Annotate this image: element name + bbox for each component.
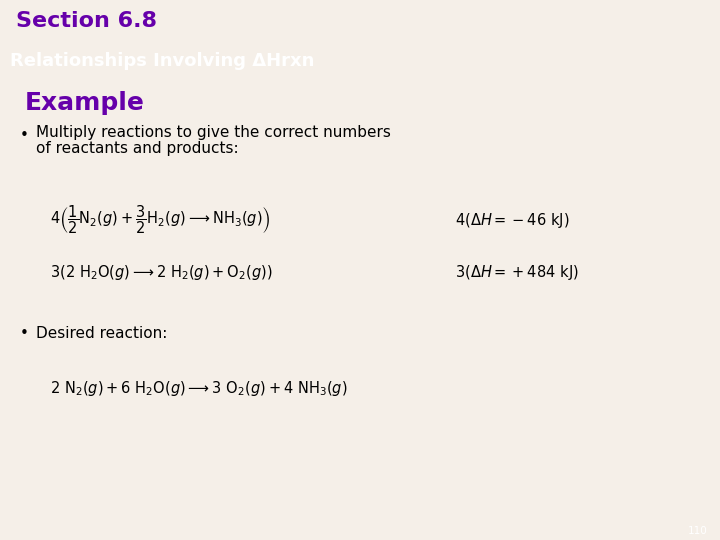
Text: Multiply reactions to give the correct numbers: Multiply reactions to give the correct n…	[36, 125, 391, 140]
Text: •: •	[20, 327, 29, 341]
Text: 110: 110	[688, 526, 708, 536]
Text: $4\left(\Delta H = -46\ \mathrm{kJ}\right)$: $4\left(\Delta H = -46\ \mathrm{kJ}\righ…	[455, 211, 570, 229]
Text: $2\ \mathrm{N_2}(g)+6\ \mathrm{H_2O}(g)\longrightarrow 3\ \mathrm{O_2}(g)+4\ \ma: $2\ \mathrm{N_2}(g)+6\ \mathrm{H_2O}(g)\…	[50, 379, 348, 397]
Text: $3\left(2\ \mathrm{H_2O}(g)\longrightarrow 2\ \mathrm{H_2}(g)+\mathrm{O_2}(g)\ri: $3\left(2\ \mathrm{H_2O}(g)\longrightarr…	[50, 262, 273, 281]
Text: $4\left(\dfrac{1}{2}\mathrm{N_2}(g)+\dfrac{3}{2}\mathrm{H_2}(g)\longrightarrow\m: $4\left(\dfrac{1}{2}\mathrm{N_2}(g)+\dfr…	[50, 204, 271, 237]
Text: Example: Example	[25, 91, 145, 115]
Text: Relationships Involving ΔHrxn: Relationships Involving ΔHrxn	[10, 52, 315, 70]
Text: Desired reaction:: Desired reaction:	[36, 327, 167, 341]
Text: $3\left(\Delta H = +484\ \mathrm{kJ}\right)$: $3\left(\Delta H = +484\ \mathrm{kJ}\rig…	[455, 262, 579, 281]
Text: Section 6.8: Section 6.8	[16, 11, 157, 31]
Text: •: •	[20, 129, 29, 144]
Text: of reactants and products:: of reactants and products:	[36, 141, 238, 157]
